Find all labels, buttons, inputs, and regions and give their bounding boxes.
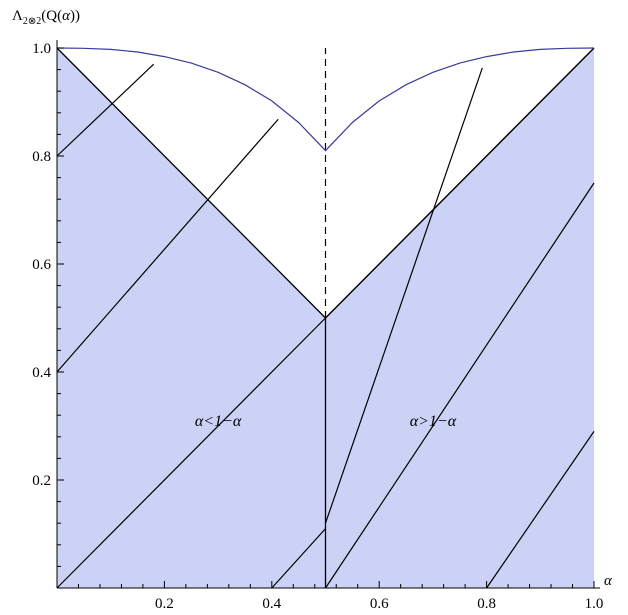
x-tick-label-1: 0.4 <box>262 596 281 612</box>
x-tick-label-4: 1.0 <box>585 596 604 612</box>
diagonal-line-1 <box>56 118 279 373</box>
plot-area <box>56 47 595 589</box>
y-tick-label-0: 0.2 <box>32 473 51 489</box>
upper-curve <box>56 47 595 152</box>
y-tick-label-4: 1.0 <box>32 41 51 57</box>
y-axis-title: Λ2⊗2(Q(α)) <box>12 8 80 27</box>
diagonal-line-2 <box>56 317 326 589</box>
diagonal-line-extra <box>324 182 595 589</box>
region-annotation-0: α<1−α <box>195 413 242 430</box>
region-annotation-1: α>1−α <box>410 413 457 430</box>
y-ticks: 0.2 0.4 0.6 0.8 1.0 <box>32 41 64 567</box>
x-tick-label-0: 0.2 <box>155 596 174 612</box>
diagonal-line-0 <box>56 63 155 157</box>
x-ticks: 0.2 0.4 0.6 0.8 1.0 <box>77 581 604 612</box>
diagonal-line-6 <box>486 431 595 589</box>
y-tick-label-1: 0.4 <box>32 365 51 381</box>
diagonal-line-3 <box>271 528 326 589</box>
boundary-line-1 <box>325 47 595 319</box>
annotations: α<1−α α>1−α <box>195 413 457 430</box>
y-tick-label-2: 0.6 <box>32 257 51 273</box>
x-tick-label-2: 0.6 <box>370 596 389 612</box>
x-axis-title: α <box>604 573 613 589</box>
axes: 0.2 0.4 0.6 0.8 1.0 0.2 0.4 0.6 0.8 1.0 <box>32 40 603 612</box>
boundary-lines <box>56 47 595 588</box>
diagonal-line-4 <box>324 67 483 524</box>
diagonal-lines <box>56 47 595 589</box>
x-tick-label-3: 0.8 <box>477 596 496 612</box>
boundary-line-0 <box>56 47 326 319</box>
y-tick-label-3: 0.8 <box>32 149 51 165</box>
